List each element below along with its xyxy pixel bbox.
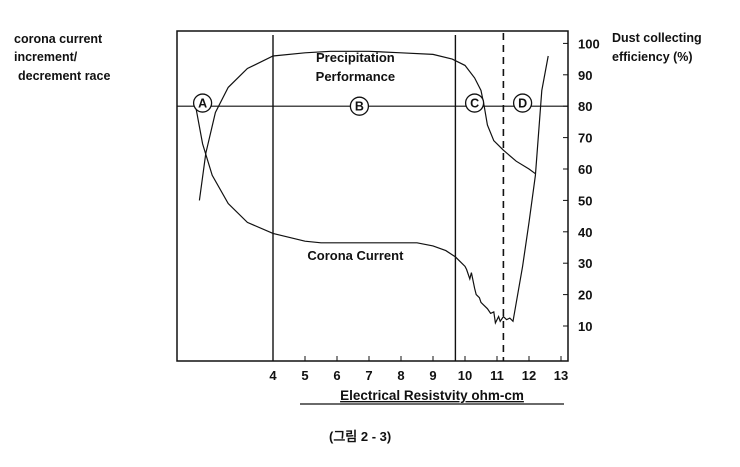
region-marker-circle — [464, 93, 485, 113]
x-tick-label: 11 — [490, 368, 504, 383]
left-axis-label: corona current increment/ decrement race — [14, 32, 110, 83]
curve-annotation: Corona Current — [307, 248, 404, 263]
x-tick-label: 8 — [397, 368, 404, 383]
precipitation-performance-line — [198, 50, 536, 201]
region-marker-label: B — [355, 100, 364, 114]
y-tick-label: 30 — [578, 256, 592, 271]
y-tick-label: 20 — [578, 288, 592, 303]
x-tick-label: 7 — [365, 368, 372, 383]
plot-frame — [176, 30, 569, 362]
curve-annotation: Precipitation — [316, 50, 395, 65]
x-tick-label: 4 — [269, 368, 277, 383]
curve-annotation: Performance — [316, 69, 395, 84]
x-tick-label: 12 — [522, 368, 536, 383]
y-tick-label: 50 — [578, 193, 592, 208]
right-axis-label: Dust collecting efficiency (%) — [612, 31, 702, 64]
right-label-line: Dust collecting — [612, 31, 702, 45]
corona-current-line — [195, 55, 549, 325]
region-marker-label: A — [198, 97, 207, 111]
y-tick-label: 40 — [578, 225, 592, 240]
region-marker-circle — [512, 93, 533, 113]
y-tick-label: 10 — [578, 319, 592, 334]
x-tick-label: 5 — [301, 368, 308, 383]
figure-caption: (그림 2 - 3) — [329, 429, 391, 444]
x-tick-label: 13 — [554, 368, 568, 383]
x-tick-label: 9 — [429, 368, 436, 383]
y-tick-label: 70 — [578, 131, 592, 146]
left-label-line: decrement race — [18, 69, 110, 83]
x-tick-label: 10 — [458, 368, 472, 383]
region-marker-circle — [349, 96, 370, 116]
x-axis-label: Electrical Resistvity ohm-cm — [340, 388, 524, 403]
left-label-line: corona current — [14, 32, 103, 46]
y-tick-label: 80 — [578, 99, 592, 114]
y-tick-label: 60 — [578, 162, 592, 177]
y-tick-label: 100 — [578, 36, 600, 51]
region-marker-circle — [192, 93, 213, 113]
left-label-line: increment/ — [14, 50, 78, 64]
y-tick-label: 90 — [578, 68, 592, 83]
right-label-line: efficiency (%) — [612, 50, 693, 64]
region-marker-label: C — [470, 97, 479, 111]
x-tick-label: 6 — [333, 368, 340, 383]
region-marker-label: D — [518, 97, 527, 111]
